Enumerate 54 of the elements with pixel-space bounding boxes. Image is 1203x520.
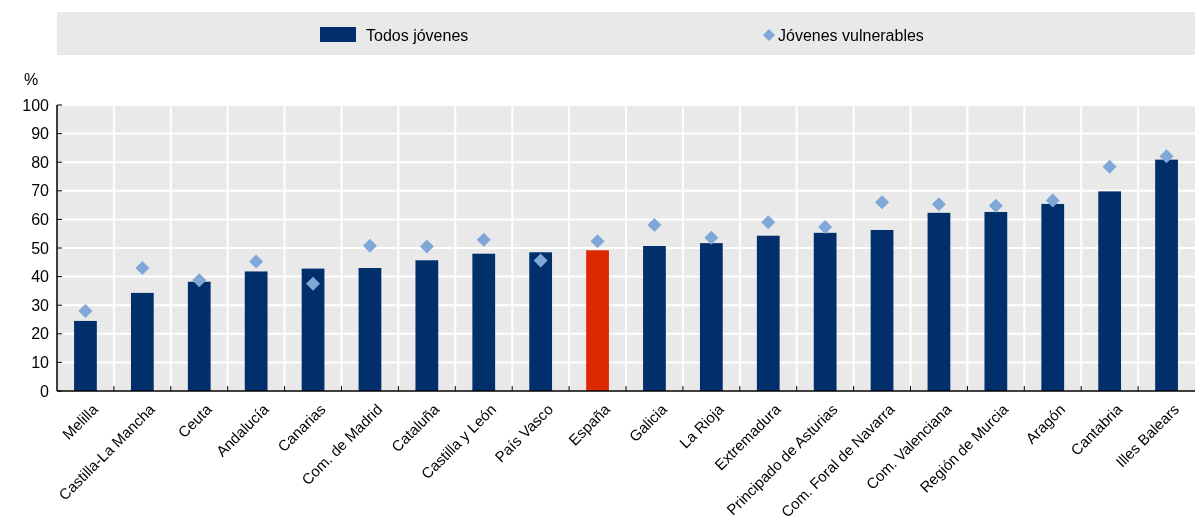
y-axis-title: % bbox=[23, 71, 39, 88]
bar bbox=[358, 268, 382, 391]
point bbox=[875, 195, 890, 210]
y-tick-label: 0 bbox=[40, 382, 50, 400]
legend-label: Jóvenes vulnerables bbox=[778, 27, 924, 44]
bar bbox=[244, 271, 268, 391]
point bbox=[761, 215, 776, 230]
bar bbox=[415, 260, 439, 391]
legend-label: Todos jóvenes bbox=[366, 27, 469, 44]
bar bbox=[984, 211, 1008, 391]
point bbox=[1159, 149, 1174, 164]
point bbox=[306, 276, 321, 291]
bar bbox=[586, 250, 609, 391]
point bbox=[533, 253, 548, 268]
point bbox=[647, 218, 662, 233]
y-tick-label: 70 bbox=[31, 182, 50, 200]
bar bbox=[529, 252, 553, 391]
point bbox=[362, 238, 377, 253]
point bbox=[931, 197, 946, 212]
point bbox=[590, 234, 605, 249]
y-tick-label: 90 bbox=[31, 125, 50, 143]
point bbox=[135, 261, 150, 276]
y-tick-label: 40 bbox=[31, 268, 50, 286]
point bbox=[704, 230, 719, 245]
bar bbox=[643, 246, 666, 391]
y-tick-label: 100 bbox=[22, 96, 50, 114]
point bbox=[1102, 159, 1117, 174]
bar bbox=[1098, 191, 1122, 391]
bar bbox=[130, 292, 154, 391]
bar bbox=[1155, 159, 1178, 391]
bar bbox=[927, 212, 951, 391]
point bbox=[818, 220, 833, 235]
bar bbox=[301, 268, 325, 391]
bar bbox=[756, 235, 780, 391]
point bbox=[988, 198, 1003, 213]
point bbox=[419, 239, 434, 254]
point bbox=[78, 303, 93, 318]
point bbox=[1045, 193, 1060, 208]
bar bbox=[472, 253, 496, 391]
y-tick-label: 30 bbox=[31, 296, 50, 314]
bar bbox=[813, 232, 837, 391]
bar bbox=[1041, 203, 1065, 391]
bar bbox=[870, 229, 894, 391]
y-tick-label: 60 bbox=[31, 211, 50, 228]
point bbox=[476, 232, 491, 247]
y-tick-label: 80 bbox=[31, 153, 50, 171]
point bbox=[249, 254, 264, 269]
y-tick-label: 50 bbox=[31, 239, 50, 257]
y-tick-label: 20 bbox=[31, 325, 50, 343]
y-tick-label: 10 bbox=[31, 354, 50, 371]
bar bbox=[74, 320, 97, 391]
point bbox=[192, 273, 207, 288]
bar bbox=[699, 243, 723, 391]
bar bbox=[187, 281, 211, 391]
